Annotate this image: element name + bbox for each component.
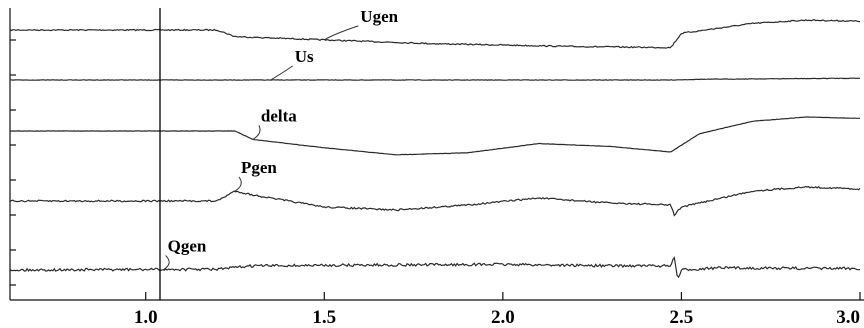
series-delta-leader	[252, 125, 261, 140]
x-tick-label: 2.0	[491, 307, 515, 328]
series-labels: Ugen Us delta Pgen Qgen	[163, 7, 399, 270]
x-tick-label: 1.5	[312, 307, 336, 328]
x-axis-ticks: 1.0 1.5 2.0 2.5 3.0	[10, 39, 861, 328]
x-tick-label: 2.5	[670, 307, 694, 328]
series-us-label: Us	[295, 47, 314, 66]
x-tick-label: 3.0	[836, 307, 860, 328]
series-layer	[9, 19, 861, 279]
series-ugen-leader	[324, 25, 359, 41]
series-qgen-line	[9, 256, 861, 279]
series-delta-line	[9, 116, 860, 156]
series-pgen-line	[9, 185, 861, 217]
series-us-line	[9, 77, 861, 81]
x-tick-label: 1.0	[134, 307, 158, 328]
series-qgen-leader	[163, 255, 170, 270]
series-us-leader	[270, 65, 293, 81]
chart-frame	[9, 8, 864, 301]
series-qgen-label: Qgen	[168, 237, 207, 256]
series-ugen-line	[9, 19, 861, 49]
series-ugen-label: Ugen	[360, 7, 398, 26]
series-delta-label: delta	[261, 106, 297, 125]
series-pgen-leader	[234, 176, 242, 192]
series-pgen-label: Pgen	[241, 158, 277, 177]
